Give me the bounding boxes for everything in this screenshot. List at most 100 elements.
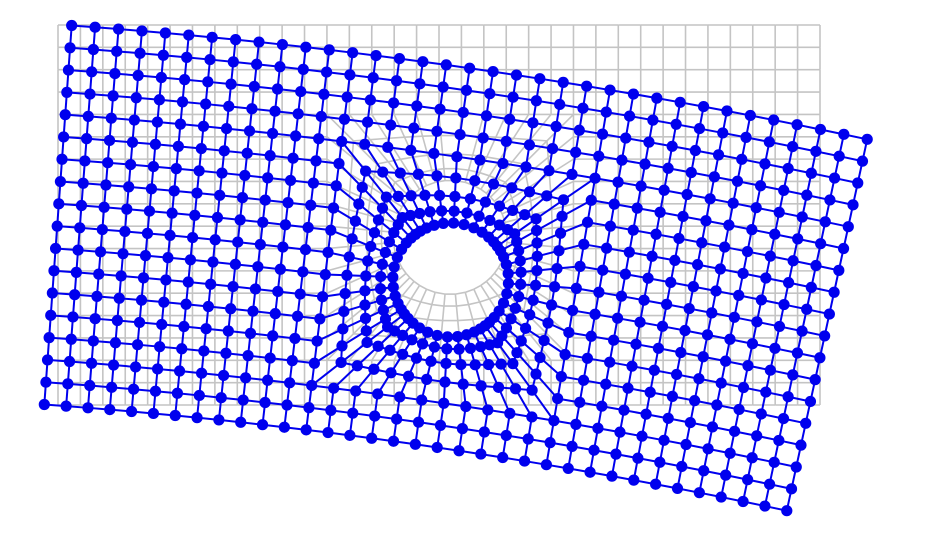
deformed-node	[271, 83, 284, 95]
deformed-node	[392, 218, 404, 231]
deformed-node	[333, 158, 345, 170]
deformed-node	[294, 288, 306, 300]
deformed-node	[646, 250, 658, 262]
deformed-node	[519, 209, 531, 221]
deformed-node	[457, 378, 469, 390]
deformed-node	[612, 176, 624, 188]
deformed-node	[781, 505, 793, 517]
deformed-node	[267, 330, 279, 342]
deformed-node	[648, 364, 660, 376]
deformed-node	[368, 363, 380, 375]
deformed-node	[403, 370, 415, 382]
deformed-node	[635, 180, 647, 192]
deformed-node	[87, 43, 99, 56]
deformed-node	[632, 452, 644, 464]
reference-edge	[473, 288, 481, 303]
deformed-node	[838, 128, 850, 140]
deformed-node	[600, 242, 613, 254]
deformed-node	[493, 200, 506, 212]
deformed-node	[773, 206, 785, 218]
deformed-node	[475, 448, 487, 460]
deformed-node	[272, 285, 284, 298]
deformed-node	[276, 38, 289, 51]
deformed-node	[315, 110, 327, 123]
deformed-node	[631, 202, 643, 214]
deformed-node	[295, 85, 307, 98]
deformed-node	[284, 377, 296, 389]
deformed-node	[768, 114, 780, 126]
deformed-node	[376, 258, 388, 270]
deformed-node	[689, 144, 701, 157]
deformed-node	[339, 287, 351, 300]
reference-edge	[513, 137, 531, 141]
reference-edge	[467, 304, 474, 320]
deformed-node	[581, 80, 593, 92]
deformed-node	[183, 29, 195, 41]
deformed-node	[153, 94, 165, 106]
reference-edge	[348, 174, 352, 192]
deformed-node	[515, 278, 527, 290]
deformed-node	[737, 495, 749, 508]
deformed-node	[94, 246, 107, 258]
reference-edge	[369, 139, 389, 163]
reference-edge	[497, 178, 506, 183]
deformed-node	[266, 127, 279, 140]
deformed-node	[457, 106, 469, 119]
deformed-node	[38, 398, 50, 411]
deformed-node	[824, 194, 836, 206]
deformed-node	[125, 405, 138, 418]
deformed-node	[380, 191, 392, 203]
deformed-node	[530, 368, 542, 380]
reference-edge	[479, 298, 490, 303]
deformed-node	[751, 316, 763, 328]
deformed-node	[581, 352, 594, 364]
deformed-node	[750, 202, 762, 214]
deformed-edge	[531, 389, 555, 422]
deformed-node	[507, 358, 519, 370]
deformed-node	[693, 487, 705, 499]
deformed-node	[370, 49, 382, 62]
deformed-node	[636, 430, 648, 442]
deformed-node	[861, 133, 873, 145]
deformed-node	[531, 237, 543, 249]
deformed-node	[147, 160, 160, 173]
deformed-node	[608, 198, 620, 210]
deformed-node	[166, 207, 178, 219]
deformed-node	[706, 421, 719, 433]
reference-edge	[373, 163, 378, 176]
deformed-node	[149, 385, 162, 397]
deformed-node	[484, 214, 496, 227]
deformed-node	[336, 135, 348, 148]
deformed-node	[600, 106, 612, 118]
deformed-node	[548, 281, 561, 293]
deformed-node	[56, 153, 68, 165]
deformed-node	[269, 308, 281, 320]
deformed-node	[438, 397, 450, 409]
reference-edge	[431, 292, 436, 305]
deformed-node	[652, 342, 665, 354]
deformed-node	[77, 177, 89, 189]
deformed-node	[218, 369, 230, 382]
deformed-node	[715, 491, 727, 503]
deformed-node	[502, 267, 514, 280]
deformed-node	[394, 167, 406, 179]
deformed-node	[311, 335, 323, 347]
deformed-node	[239, 169, 251, 182]
deformed-node	[168, 185, 180, 197]
reference-edge	[347, 209, 350, 229]
deformed-node	[437, 217, 449, 230]
deformed-node	[719, 241, 731, 253]
deformed-node	[460, 84, 473, 96]
reference-edge	[478, 156, 488, 174]
deformed-node	[487, 65, 499, 78]
deformed-node	[79, 155, 91, 167]
deformed-node	[696, 237, 708, 249]
deformed-node	[600, 378, 612, 390]
deformed-node	[520, 161, 532, 173]
deformed-node	[755, 294, 767, 306]
deformed-node	[606, 470, 618, 482]
deformed-node	[195, 367, 208, 379]
reference-edge	[351, 317, 355, 334]
deformed-node	[284, 174, 297, 187]
deformed-node	[82, 402, 94, 414]
